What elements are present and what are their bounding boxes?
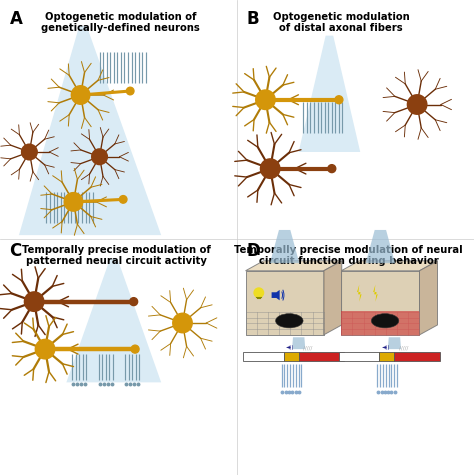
Polygon shape (19, 26, 161, 235)
Polygon shape (373, 285, 378, 302)
Polygon shape (357, 285, 362, 302)
Circle shape (127, 87, 134, 95)
Circle shape (260, 158, 281, 179)
Text: ◄)): ◄)) (382, 345, 391, 350)
Ellipse shape (275, 314, 303, 328)
Text: C: C (9, 242, 22, 260)
Polygon shape (324, 261, 342, 335)
Circle shape (35, 339, 55, 360)
Bar (339, 352, 379, 361)
Polygon shape (419, 261, 438, 335)
Polygon shape (292, 337, 305, 349)
Text: Optogenetic modulation of
genetically-defined neurons: Optogenetic modulation of genetically-de… (42, 12, 200, 33)
Circle shape (24, 291, 45, 312)
Circle shape (130, 298, 137, 305)
Bar (243, 352, 283, 361)
Polygon shape (66, 259, 161, 382)
Text: /////: ///// (303, 345, 312, 351)
Text: D: D (246, 242, 260, 260)
Polygon shape (388, 337, 401, 349)
Ellipse shape (371, 314, 399, 328)
Circle shape (131, 345, 139, 353)
Circle shape (172, 313, 193, 333)
Polygon shape (272, 290, 280, 300)
Text: Temporally precise modulation of neural
circuit function during behavior: Temporally precise modulation of neural … (234, 245, 463, 266)
Polygon shape (341, 271, 419, 335)
Circle shape (64, 192, 83, 212)
Circle shape (254, 288, 264, 297)
Circle shape (335, 96, 343, 104)
Circle shape (91, 148, 108, 165)
Circle shape (407, 94, 428, 115)
Polygon shape (299, 36, 360, 152)
Bar (379, 352, 394, 361)
Text: Temporally precise modulation of
patterned neural circuit activity: Temporally precise modulation of pattern… (22, 245, 210, 266)
Circle shape (119, 196, 127, 203)
Circle shape (255, 89, 276, 110)
Circle shape (71, 85, 91, 105)
Polygon shape (270, 230, 300, 263)
Circle shape (328, 165, 336, 172)
Polygon shape (365, 230, 395, 263)
Text: B: B (246, 10, 259, 28)
Text: A: A (9, 10, 22, 28)
Text: /////: ///// (399, 345, 408, 351)
Text: ◄)): ◄)) (286, 345, 295, 350)
Bar (394, 352, 440, 361)
Text: Optogenetic modulation
of distal axonal fibers: Optogenetic modulation of distal axonal … (273, 12, 410, 33)
Circle shape (21, 143, 38, 161)
Bar (299, 352, 344, 361)
Polygon shape (341, 261, 438, 271)
Polygon shape (341, 311, 419, 335)
Polygon shape (246, 261, 342, 271)
Polygon shape (246, 271, 324, 335)
Bar (283, 352, 299, 361)
